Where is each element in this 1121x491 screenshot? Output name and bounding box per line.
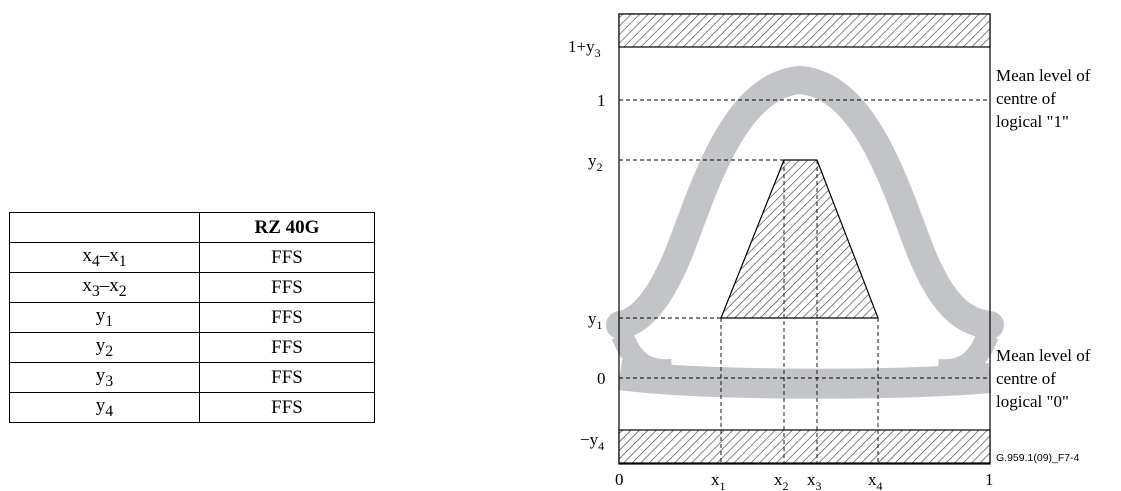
x-label-x4: x4: [868, 470, 883, 491]
table-row: x3–x2 FFS: [9, 272, 375, 303]
y-label-1: 1: [597, 91, 606, 110]
table-row: y4 FFS: [9, 392, 375, 423]
parameter-table: RZ 40G x4–x1 FFS x3–x2 FFS y1 FFS y2 FFS…: [9, 212, 375, 423]
x-label-1: 1: [985, 470, 994, 489]
y-label-y2: y2: [588, 151, 603, 174]
reference-lines: [619, 99, 990, 464]
annotation-mean-level-0: Mean level of centre of logical "0": [996, 346, 1091, 411]
figure-reference: G.959.1(09)_F7-4: [996, 452, 1080, 464]
annotation-mean-level-1: Mean level of centre of logical "1": [996, 66, 1091, 131]
row-value: FFS: [199, 332, 375, 363]
y-label-minus-y4: −y4: [580, 430, 604, 453]
svg-text:logical "0": logical "0": [996, 392, 1069, 411]
svg-text:Mean level of: Mean level of: [996, 66, 1091, 85]
row-value: FFS: [199, 392, 375, 423]
row-param-y1: y1: [9, 302, 200, 333]
y-label-1-plus-y3: 1+y3: [568, 37, 601, 60]
top-mask-band: [618, 13, 991, 48]
center-mask-trapezoid: [720, 159, 879, 319]
row-value: FFS: [199, 302, 375, 333]
svg-text:centre of: centre of: [996, 369, 1056, 388]
x-label-0: 0: [615, 470, 624, 489]
bottom-mask-band: [618, 429, 991, 464]
eye-trace: [606, 65, 1004, 399]
x-label-x3: x3: [807, 470, 822, 491]
x-label-x2: x2: [774, 470, 789, 491]
table-row: y1 FFS: [9, 302, 375, 333]
row-param-x3-x2: x3–x2: [9, 272, 200, 303]
svg-text:logical "1": logical "1": [996, 112, 1069, 131]
table-row: y3 FFS: [9, 362, 375, 393]
svg-text:centre of: centre of: [996, 89, 1056, 108]
table-row: y2 FFS: [9, 332, 375, 363]
y-label-0: 0: [597, 369, 606, 388]
row-param-y4: y4: [9, 392, 200, 423]
y-label-y1: y1: [588, 309, 603, 332]
svg-text:Mean level of: Mean level of: [996, 346, 1091, 365]
x-label-x1: x1: [711, 470, 726, 491]
row-value: FFS: [199, 272, 375, 303]
